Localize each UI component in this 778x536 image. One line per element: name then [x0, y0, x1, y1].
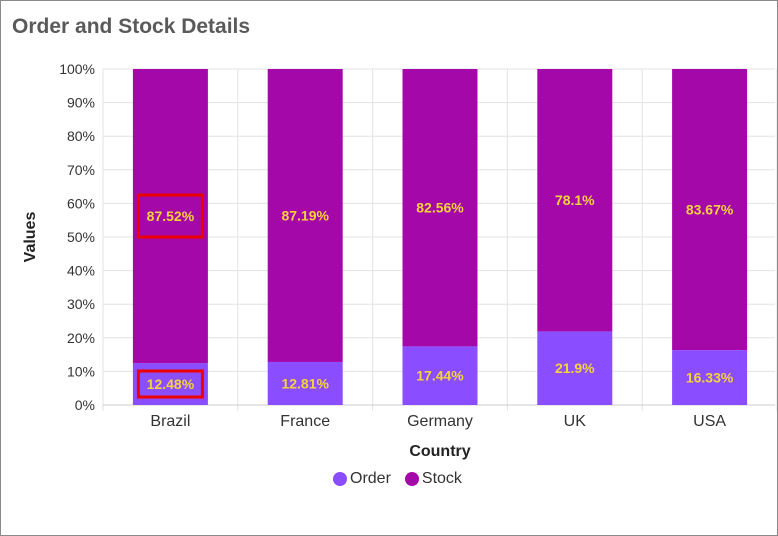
data-label-stock: 82.56% [416, 200, 464, 216]
bar-order-uk [537, 331, 613, 405]
data-label-order: 12.48% [147, 376, 195, 392]
y-tick-label: 50% [67, 229, 95, 245]
y-axis-title: Values [22, 212, 39, 263]
legend-item-order[interactable]: Order [333, 470, 391, 488]
y-tick-label: 0% [75, 397, 95, 413]
data-label-stock: 83.67% [686, 202, 734, 218]
data-label-stock: 87.52% [147, 208, 195, 224]
bar-stock-uk [537, 69, 613, 332]
legend: Order Stock [333, 470, 476, 488]
x-tick-label: UK [564, 413, 587, 430]
x-tick-label: USA [693, 413, 726, 430]
bar-order-usa [672, 350, 748, 405]
data-label-stock: 87.19% [281, 207, 329, 223]
y-tick-label: 90% [67, 95, 95, 111]
y-tick-label: 20% [67, 330, 95, 346]
data-label-order: 17.44% [416, 368, 464, 384]
legend-swatch-order [333, 472, 347, 486]
y-tick-label: 40% [67, 263, 95, 279]
y-tick-label: 60% [67, 195, 95, 211]
highlight-box-stock [136, 193, 204, 239]
highlight-box-order [136, 369, 204, 399]
bar-stock-usa [672, 69, 748, 351]
legend-item-stock[interactable]: Stock [404, 470, 462, 488]
x-tick-label: Brazil [150, 413, 190, 430]
bar-stock-france [267, 69, 343, 362]
y-tick-label: 80% [67, 128, 95, 144]
legend-label-order: Order [350, 470, 391, 487]
legend-swatch-stock [404, 472, 419, 486]
data-label-order: 12.81% [281, 375, 329, 391]
data-label-stock: 78.1% [555, 192, 595, 208]
data-label-order: 16.33% [686, 370, 734, 386]
x-axis-title: Country [409, 443, 470, 460]
bar-stock-germany [402, 69, 478, 347]
x-tick-label: France [280, 413, 330, 430]
y-tick-label: 100% [59, 61, 95, 77]
bar-order-germany [402, 346, 478, 405]
y-tick-label: 10% [67, 363, 95, 379]
data-label-order: 21.9% [555, 360, 595, 376]
chart-title: Order and Stock Details [12, 15, 251, 38]
x-tick-label: Germany [407, 413, 473, 430]
bar-stock-brazil [132, 69, 208, 364]
y-tick-label: 30% [67, 296, 95, 312]
y-tick-label: 70% [67, 162, 95, 178]
bar-order-france [267, 361, 343, 405]
legend-label-stock: Stock [421, 470, 462, 487]
